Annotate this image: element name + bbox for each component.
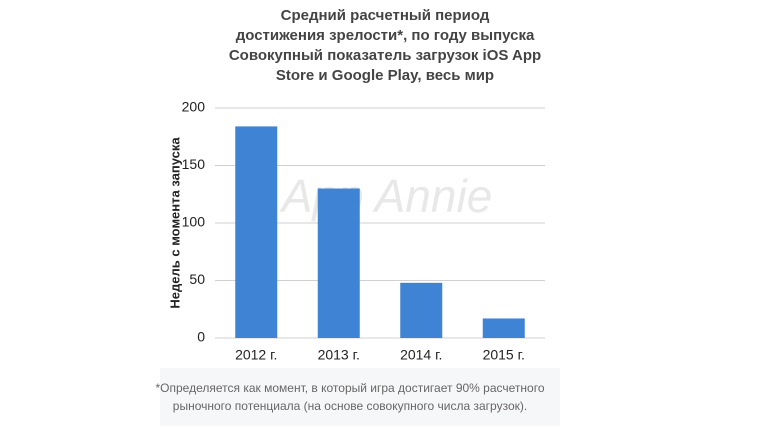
footnote: *Определяется как момент, в который игра…: [156, 381, 545, 395]
x-tick-label: 2012 г.: [235, 347, 277, 363]
bar: [482, 318, 525, 338]
chart-title: Средний расчетный период: [281, 7, 490, 24]
bar: [400, 282, 443, 338]
footnote-box: [160, 368, 560, 426]
x-tick-label: 2014 г.: [400, 347, 442, 363]
footnote: рыночного потенциала (на основе совокупн…: [173, 399, 527, 413]
bar: [235, 126, 278, 339]
chart-title: Store и Google Play, весь мир: [276, 67, 494, 84]
y-tick-label: 200: [182, 99, 206, 115]
y-tick-label: 0: [197, 329, 205, 345]
y-tick-label: 50: [189, 271, 205, 287]
y-tick-label: 100: [182, 214, 206, 230]
watermark: App Annie: [279, 170, 493, 222]
x-tick-label: 2013 г.: [318, 347, 360, 363]
x-tick-label: 2015 г.: [483, 347, 525, 363]
chart-title: достижения зрелости*, по году выпуска: [236, 27, 535, 44]
bar: [317, 188, 360, 338]
y-axis-label: Недель с момента запуска: [167, 137, 182, 309]
chart-title: Совокупный показатель загрузок iOS App: [229, 47, 541, 64]
y-tick-label: 150: [182, 156, 206, 172]
